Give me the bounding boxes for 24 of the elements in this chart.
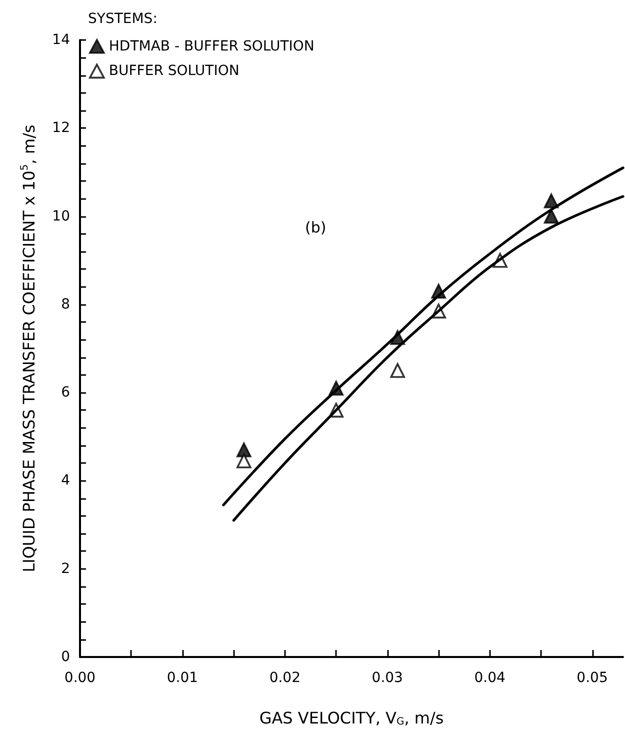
legend-label: HDTMAB - BUFFER SOLUTION — [108, 38, 314, 54]
legend-title: SYSTEMS: — [88, 11, 158, 27]
x-tick-label: 0.04 — [474, 670, 506, 686]
y-tick-label: 10 — [52, 208, 70, 224]
y-tick-label: 4 — [61, 472, 70, 489]
y-axis-title: LIQUID PHASE MASS TRANSFER COEFFICIENT x 105, m/s — [20, 124, 38, 572]
x-axis-title: GAS VELOCITY, VG, m/s — [259, 708, 444, 728]
x-tick-label: 0.03 — [372, 670, 403, 686]
y-tick-label: 8 — [61, 296, 70, 312]
x-tick-label: 0.02 — [269, 670, 300, 686]
y-tick-label: 12 — [52, 120, 70, 136]
point — [544, 193, 559, 208]
point — [236, 453, 252, 468]
x-tick-label: 0.05 — [576, 670, 608, 686]
point — [390, 363, 406, 378]
annotation: (b) — [305, 218, 326, 236]
legend-label: BUFFER SOLUTION — [108, 63, 240, 80]
y-tick-label: 6 — [61, 384, 70, 401]
x-tick-label: 0.01 — [166, 670, 198, 686]
point — [544, 208, 559, 224]
y-tick-label: 14 — [52, 32, 70, 48]
x-tick-label: 0.00 — [64, 670, 96, 686]
y-tick-label: 0 — [61, 649, 70, 665]
y-tick-label: 2 — [61, 560, 70, 577]
